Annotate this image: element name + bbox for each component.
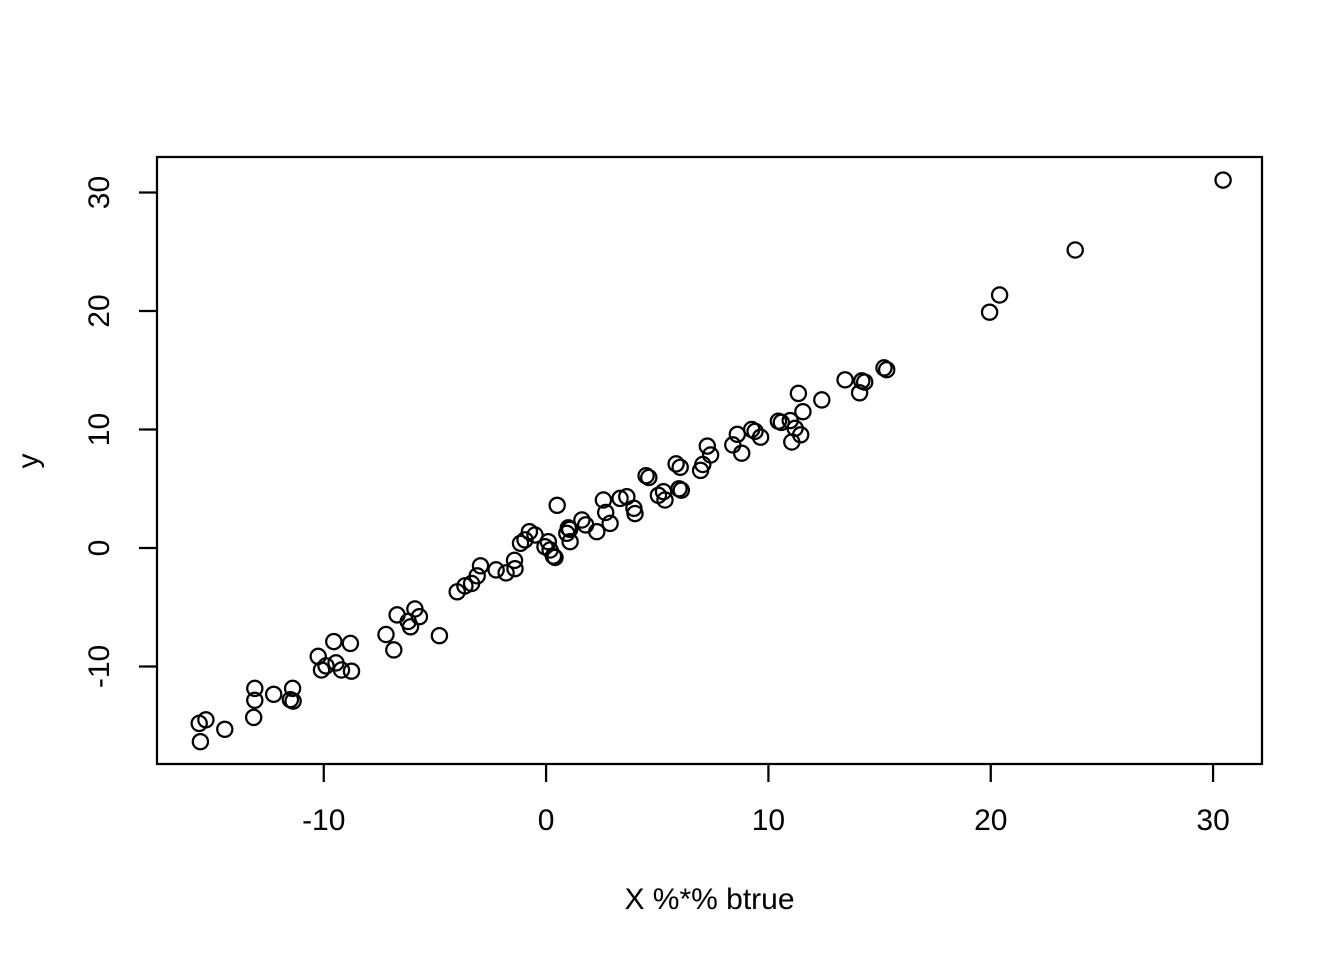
y-tick-label: -10 [83,645,116,688]
y-axis-title: y [12,453,45,469]
data-point [516,531,534,549]
data-point [637,466,655,485]
x-tick-label: 20 [974,804,1007,837]
data-point [471,557,490,575]
data-point [794,402,812,421]
data-point [594,491,613,509]
data-point [875,359,893,377]
data-point [559,519,578,537]
data-point [312,661,331,679]
data-point [244,708,263,727]
data-point [246,691,264,710]
data-point [588,522,606,541]
data-point [216,720,234,739]
data-point [505,551,524,570]
data-point [698,437,717,455]
data-point [855,373,874,391]
data-point [511,534,530,553]
data-point [468,567,486,585]
data-point [560,520,579,539]
data-point [746,422,764,441]
data-point [385,641,403,659]
x-tick-label: -10 [302,804,345,837]
data-point [264,685,283,704]
data-point [789,384,808,403]
data-point [640,468,658,487]
data-point [850,384,869,402]
y-tick-label: 20 [83,294,116,327]
data-point [576,516,595,534]
x-axis-title: X %*% btrue [624,883,795,916]
data-point [672,481,691,499]
data-point [1066,241,1084,259]
data-point [497,564,515,582]
y-tick-label: 0 [83,540,116,557]
data-point [791,426,810,444]
data-point [342,662,361,680]
data-point [332,661,351,679]
data-point [430,626,449,645]
data-point [990,286,1009,304]
data-point [548,496,566,515]
data-point [341,634,360,653]
data-point [506,559,524,578]
x-tick-label: 10 [752,804,785,837]
data-point [544,547,563,565]
data-point [813,391,831,409]
data-point [877,360,896,379]
data-point [626,504,644,523]
data-point [317,657,335,675]
data-point [671,458,689,477]
y-tick-label: 10 [83,413,116,446]
data-point [656,491,674,509]
data-point [325,632,343,651]
data-point [611,489,629,508]
data-point [388,606,406,624]
y-tick-label: 30 [83,176,116,209]
plot-frame [155,155,1264,766]
data-point [246,679,264,698]
x-tick-label: 0 [538,804,555,837]
data-point [980,303,999,321]
data-point [701,446,720,464]
data-point [601,514,619,533]
data-point [1214,171,1232,189]
data-point [284,692,302,710]
data-point [732,444,751,462]
data-point [377,625,395,644]
x-tick-label: 30 [1196,804,1229,837]
data-point [751,428,770,446]
data-point [596,503,615,522]
data-point [561,532,579,551]
data-point [836,371,854,389]
data-point [197,711,215,729]
data-point [401,618,420,636]
data-point [191,732,210,751]
data-point [487,561,505,579]
data-point [667,455,685,473]
data-point [526,526,544,544]
data-point [410,607,429,626]
data-point [573,511,591,529]
data-point [546,548,564,567]
data-point [283,679,302,698]
